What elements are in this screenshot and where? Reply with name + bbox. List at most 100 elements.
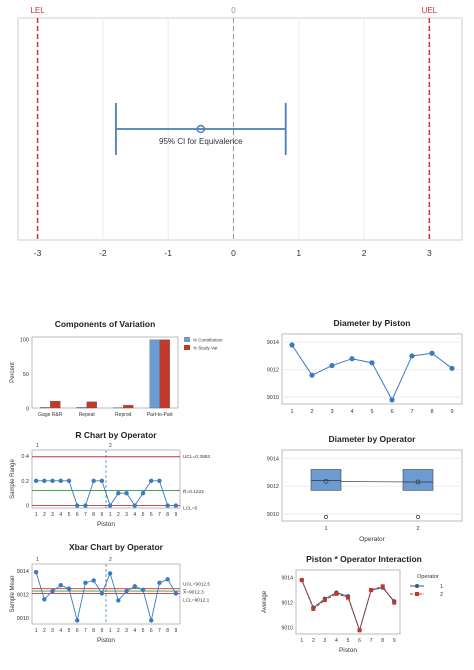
x-tick-label: 8 [381, 638, 384, 644]
x-tick-label: Part-to-Part [147, 412, 173, 418]
x-tick-label: 7 [158, 628, 161, 634]
y-tick-label: 9010 [281, 626, 293, 632]
y-tick-label: 9014 [281, 576, 293, 582]
x-tick-label: 5 [68, 628, 71, 634]
equivalence-chart: -3 -2 -1 0 1 2 3 LEL 0 UEL 95% CI for Equivalence [17, 6, 463, 258]
data-point [124, 490, 129, 496]
data-point [173, 503, 179, 508]
x-axis-label: Piston [339, 647, 357, 654]
x-tick-label: 1 [290, 409, 293, 415]
y-tick-label: 9014 [267, 340, 279, 346]
control-limit-label: UCL=0.3953 [183, 454, 210, 460]
x-tick-label: 8 [430, 409, 433, 415]
data-point [99, 478, 105, 484]
x-tick-label: 2 [362, 248, 367, 258]
x-tick-label: 4 [335, 638, 338, 644]
data-point [289, 342, 295, 348]
data-point [165, 577, 170, 582]
data-point [380, 584, 385, 589]
x-tick-label: 4 [59, 628, 62, 634]
x-tick-label: 3 [330, 409, 333, 415]
bar [123, 405, 134, 409]
data-point [309, 372, 315, 378]
control-limit-label: LCL=9012.1 [183, 597, 210, 603]
diameter-by-piston-chart: Diameter by Piston 9010 9012 9014 1 2 3 4 5 6 7 8 9 [267, 318, 463, 415]
xbar-chart-by-operator: Xbar Chart by Operator 9010 9012 9014Sample… [10, 542, 210, 644]
x-tick-label: 9 [450, 409, 453, 415]
plot-frame [17, 17, 463, 241]
x-tick-label: 7 [370, 638, 373, 644]
y-tick-label: 50 [23, 372, 29, 378]
x-tick-label: 1 [35, 628, 38, 634]
data-point [369, 360, 375, 366]
data-point [140, 587, 146, 593]
x-tick-label: 2 [43, 512, 46, 518]
x-tick-label: 8 [166, 628, 169, 634]
y-axis-label: Average [262, 590, 268, 613]
y-tick-label: 9014 [17, 569, 29, 575]
data-point [173, 591, 179, 596]
mean-marker [323, 478, 329, 484]
data-point [165, 503, 170, 508]
data-point [42, 478, 47, 484]
chart-title: Piston * Operator Interaction [306, 554, 422, 564]
data-point [149, 478, 154, 484]
data-point [107, 571, 113, 576]
x-tick-label: 1 [296, 248, 301, 258]
data-point [132, 503, 137, 508]
data-point [116, 490, 121, 496]
data-point [392, 600, 397, 605]
x-tick-label: 2 [310, 409, 313, 415]
x-tick-label: 2 [416, 526, 419, 532]
components-of-variation-chart: Components of Variation 0 50 100 Percent Gage… [10, 319, 223, 418]
x-tick-label: 4 [350, 409, 353, 415]
x-tick-label: 1 [109, 512, 112, 518]
ci-label: 95% CI for Equivalence [159, 137, 243, 146]
plot-frame [281, 449, 463, 522]
x-tick-label: -3 [34, 248, 42, 258]
data-point [124, 588, 129, 594]
data-point [75, 503, 80, 508]
x-tick-label: 4 [133, 628, 136, 634]
chart-title: Xbar Chart by Operator [69, 542, 164, 552]
x-tick-label: 8 [92, 628, 95, 634]
y-tick-label: 9012 [281, 601, 293, 607]
series-line [291, 344, 453, 402]
legend-swatch [184, 337, 190, 342]
x-tick-label: 8 [166, 512, 169, 518]
y-tick-label: 0 [26, 407, 29, 413]
data-point [334, 591, 339, 596]
data-point [33, 570, 39, 575]
chart-title: Diameter by Operator [329, 434, 417, 444]
data-point [91, 578, 96, 583]
data-point [83, 503, 88, 508]
y-tick-label: 9012 [267, 368, 279, 374]
y-tick-label: 0.4 [21, 454, 29, 460]
ci-estimate-point [196, 124, 206, 134]
x-tick-label: 3 [125, 628, 128, 634]
mean-marker [415, 479, 421, 485]
r-chart-by-operator: R Chart by Operator 0 0.2 0.4 Sample Range Pi… [10, 430, 210, 528]
reference-line-label: 0 [231, 6, 236, 15]
data-point [66, 478, 72, 484]
x-tick-label: Reprod [115, 412, 132, 418]
x-tick-label: 4 [59, 512, 62, 518]
y-tick-label: 9014 [267, 456, 279, 462]
y-tick-label: 0 [26, 504, 29, 510]
control-limit-label: UCL=9012.5 [183, 582, 210, 588]
y-tick-label: 100 [20, 338, 29, 344]
series-line [301, 579, 395, 632]
x-tick-label: 9 [100, 628, 103, 634]
x-tick-label: 2 [43, 628, 46, 634]
x-tick-label: Gage R&R [38, 412, 63, 418]
data-point [58, 582, 63, 588]
x-axis-label: Operator [359, 536, 385, 543]
x-tick-label: 6 [76, 628, 79, 634]
data-point [429, 350, 435, 356]
chart-title: Diameter by Piston [334, 318, 411, 328]
data-point [50, 588, 55, 594]
control-limit-label: LCL=0 [183, 506, 198, 512]
y-axis-label: Sample Range [10, 458, 16, 498]
data-point [157, 580, 162, 586]
